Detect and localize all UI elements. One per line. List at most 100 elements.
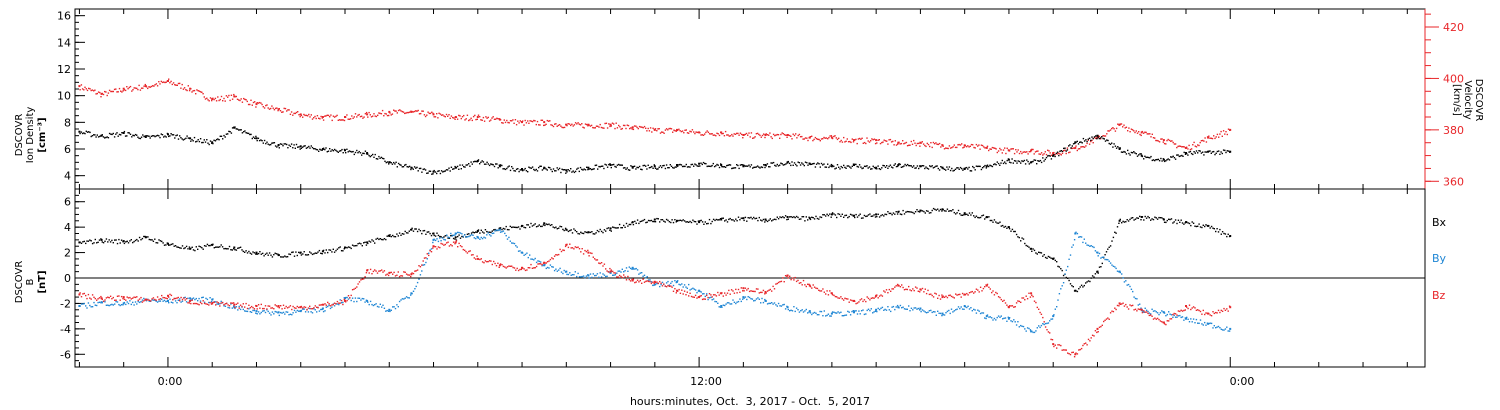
density-point — [106, 136, 108, 138]
bx-point — [310, 252, 312, 254]
bx-point — [339, 246, 341, 248]
density-point — [713, 165, 716, 168]
bz-point — [1139, 308, 1141, 311]
bx-point — [443, 236, 445, 238]
density-point — [1037, 160, 1039, 162]
velocity-point — [886, 140, 888, 142]
density-point — [283, 143, 285, 145]
bz-point — [302, 307, 304, 309]
bz-point — [995, 291, 997, 294]
density-point — [1111, 142, 1113, 144]
density-sample — [122, 132, 125, 134]
by-point — [105, 304, 108, 306]
bz-point — [1082, 344, 1084, 347]
bx-point — [847, 216, 849, 219]
by-point — [943, 314, 946, 316]
bx-point — [925, 210, 928, 212]
density-point — [123, 130, 126, 133]
density-sample — [277, 144, 280, 146]
bz-point — [1161, 321, 1163, 323]
bz-point — [387, 274, 390, 277]
density-point — [362, 152, 364, 154]
bz-point — [1202, 309, 1204, 312]
density-point — [517, 168, 519, 170]
by-point — [327, 305, 329, 308]
velocity-point — [1114, 130, 1117, 132]
by-point — [414, 288, 416, 290]
bz-point — [1199, 310, 1202, 313]
velocity-point — [349, 118, 352, 120]
velocity-point — [199, 91, 202, 93]
by-point — [177, 299, 179, 301]
bz-point — [504, 266, 506, 268]
density-point — [693, 165, 695, 167]
bz-point — [270, 307, 272, 309]
density-point — [158, 135, 160, 137]
bx-point — [1017, 236, 1019, 238]
velocity-point — [400, 110, 402, 112]
by-point — [760, 302, 762, 304]
density-point — [1187, 154, 1189, 156]
density-point — [567, 169, 569, 171]
by-point — [386, 309, 388, 312]
bz-point — [696, 297, 698, 299]
bx-point — [187, 248, 189, 250]
velocity-point — [1146, 133, 1148, 135]
by-point — [1097, 255, 1099, 257]
bz-point — [1159, 320, 1162, 322]
bx-point — [466, 233, 469, 235]
density-y-tick-label: 10 — [57, 90, 71, 103]
bx-sample — [476, 230, 479, 232]
bz-point — [410, 275, 412, 278]
velocity-point — [625, 127, 627, 130]
by-point — [1061, 285, 1063, 287]
velocity-point — [573, 124, 576, 126]
velocity-point — [1136, 132, 1139, 134]
velocity-sample — [122, 87, 125, 90]
bz-point — [365, 272, 368, 274]
velocity-point — [206, 97, 208, 99]
by-point — [375, 303, 377, 305]
bz-point — [114, 299, 116, 301]
bx-point — [1056, 261, 1058, 263]
by-sample — [388, 308, 391, 311]
bz-point — [119, 299, 121, 301]
density-point — [752, 167, 754, 169]
bx-point — [508, 229, 510, 231]
bz-point — [183, 297, 185, 299]
by-point — [1139, 303, 1141, 305]
velocity-point — [443, 115, 445, 117]
by-point — [1154, 310, 1156, 312]
bx-sample — [565, 228, 568, 231]
velocity-point — [213, 98, 215, 101]
bz-point — [787, 277, 789, 279]
bz-point — [1223, 307, 1225, 310]
by-point — [831, 311, 834, 313]
bx-point — [159, 240, 162, 242]
by-point — [415, 285, 417, 288]
by-point — [973, 308, 975, 311]
bz-point — [519, 268, 521, 271]
bz-point — [606, 270, 608, 272]
bz-point — [1179, 310, 1181, 313]
by-point — [823, 310, 825, 312]
bx-point — [966, 213, 968, 215]
bz-point — [636, 279, 639, 281]
bz-point — [838, 297, 841, 299]
density-point — [978, 165, 980, 167]
density-point — [850, 167, 852, 169]
velocity-point — [486, 117, 488, 119]
bz-point — [309, 305, 311, 307]
density-point — [1087, 138, 1089, 140]
bz-point — [613, 272, 615, 274]
bx-point — [753, 216, 755, 219]
density-point — [1140, 153, 1142, 155]
bz-point — [761, 291, 763, 294]
by-sample — [454, 232, 457, 235]
velocity-sample — [498, 118, 501, 121]
density-point — [1104, 140, 1107, 142]
bz-point — [172, 299, 174, 301]
bx-point — [1126, 219, 1128, 221]
velocity-point — [728, 135, 730, 137]
by-point — [454, 234, 456, 236]
